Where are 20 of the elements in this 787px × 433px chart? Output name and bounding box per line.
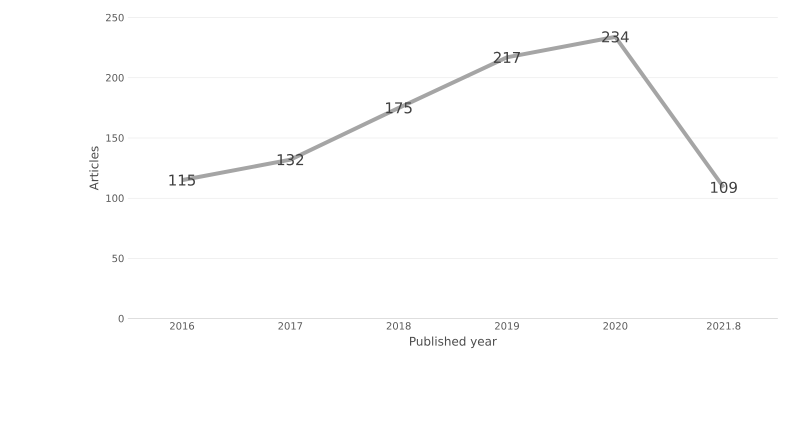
data-label: 217 bbox=[494, 52, 520, 63]
data-label: 115 bbox=[169, 174, 195, 186]
x-tick-label: 2020 bbox=[603, 322, 628, 330]
y-axis-title: Articles bbox=[89, 146, 98, 190]
y-tick-label: 150 bbox=[106, 134, 124, 142]
data-label: 132 bbox=[278, 154, 304, 166]
x-tick-label: 2018 bbox=[386, 322, 411, 330]
x-tick-label: 2019 bbox=[495, 322, 519, 330]
y-tick-label: 200 bbox=[106, 74, 124, 82]
data-label: 109 bbox=[711, 182, 737, 194]
x-tick-label: 2021.8 bbox=[706, 322, 740, 330]
y-tick-label: 50 bbox=[112, 254, 124, 262]
x-tick-label: 2017 bbox=[278, 322, 302, 330]
y-tick-label: 100 bbox=[106, 194, 124, 202]
x-tick-label: 2016 bbox=[170, 322, 194, 330]
data-label: 234 bbox=[602, 31, 629, 43]
y-tick-label: 250 bbox=[106, 14, 124, 22]
data-label: 175 bbox=[386, 102, 412, 114]
y-tick-label: 0 bbox=[118, 314, 124, 322]
x-axis-title: Published year bbox=[410, 336, 497, 348]
